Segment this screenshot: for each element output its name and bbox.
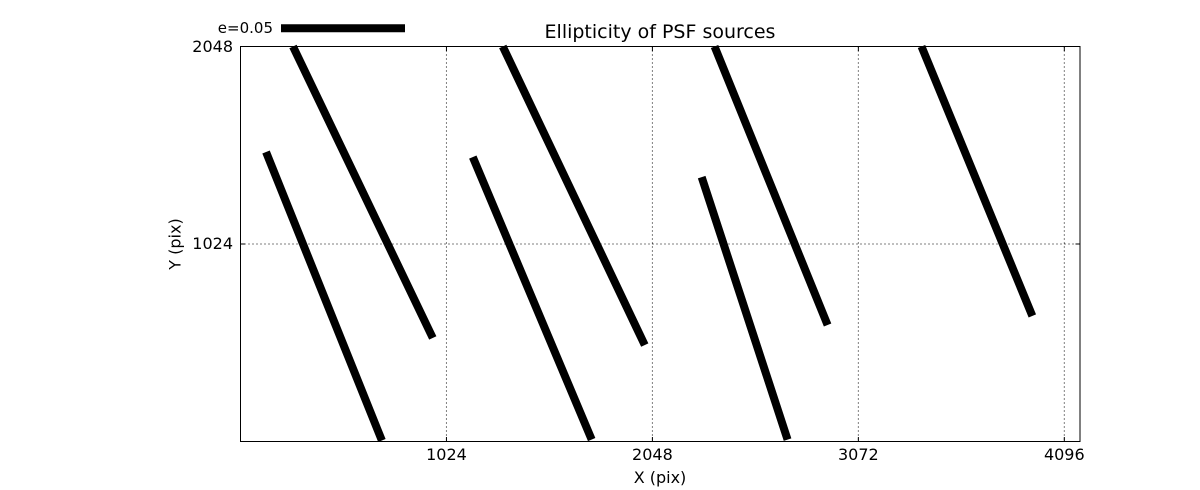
whisker-segment-4 xyxy=(499,44,649,347)
whisker-segment-7 xyxy=(917,44,1037,318)
x-tick-label-4096: 4096 xyxy=(1043,445,1085,464)
whisker-segment-2 xyxy=(289,44,437,340)
y-tick-label-2048: 2048 xyxy=(192,36,233,56)
chart-title: Ellipticity of PSF sources xyxy=(544,21,776,43)
whisker-segment-1 xyxy=(262,150,386,443)
x-tick-label-3072: 3072 xyxy=(837,445,879,464)
x-tick-label-1024: 1024 xyxy=(426,445,467,464)
y-tick-label-1024: 1024 xyxy=(192,234,233,253)
whisker-segment-6 xyxy=(710,44,832,327)
x-axis-label: X (pix) xyxy=(633,468,687,487)
legend-scale-label: e=0.05 xyxy=(217,19,273,37)
x-tick-label-2048: 2048 xyxy=(632,445,673,464)
whisker-segment-5 xyxy=(697,175,792,441)
axes-frame xyxy=(240,46,1081,442)
whisker-segment-3 xyxy=(469,155,596,442)
